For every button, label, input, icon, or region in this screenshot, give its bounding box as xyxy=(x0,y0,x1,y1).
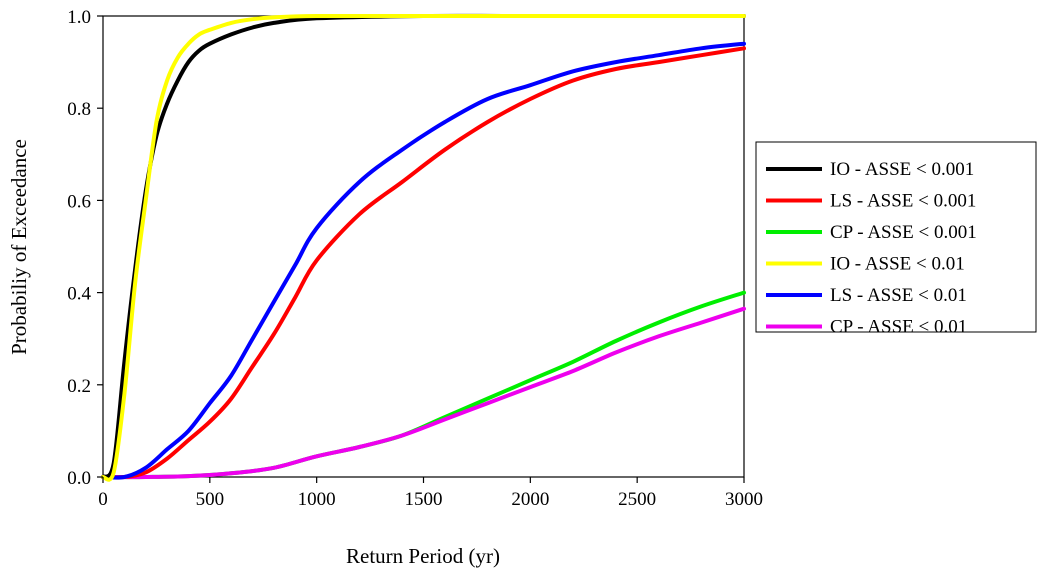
series-line-3 xyxy=(101,13,746,482)
x-tick-label: 2500 xyxy=(618,489,656,510)
y-tick-label: 0.2 xyxy=(67,376,91,397)
y-tick-label: 1.0 xyxy=(67,7,91,28)
series-line-5 xyxy=(101,306,746,480)
y-axis: 0.0 0.2 0.4 0.6 0.8 1.0 xyxy=(67,7,103,489)
legend: IO - ASSE < 0.001 LS - ASSE < 0.001 CP - A… xyxy=(755,141,1037,338)
series-layer xyxy=(101,13,746,482)
x-tick-label: 3000 xyxy=(725,489,763,510)
legend-label: CP - ASSE < 0.01 xyxy=(830,317,967,338)
y-tick-label: 0.0 xyxy=(67,468,91,489)
x-tick-label: 500 xyxy=(196,489,225,510)
legend-label: CP - ASSE < 0.001 xyxy=(830,222,977,243)
x-axis: 0 500 1000 1500 2000 2500 3000 xyxy=(98,477,763,510)
legend-label: IO - ASSE < 0.001 xyxy=(830,159,974,180)
x-tick-label: 0 xyxy=(98,489,108,510)
x-tick-label: 2000 xyxy=(511,489,549,510)
y-tick-label: 0.4 xyxy=(67,284,91,305)
x-axis-title: Return Period (yr) xyxy=(346,544,500,568)
y-tick-label: 0.6 xyxy=(67,191,91,212)
y-axis-title: Probabiliy of Exceedance xyxy=(7,139,31,355)
series-line-1 xyxy=(101,46,746,480)
y-tick-label: 0.8 xyxy=(67,99,91,120)
legend-box xyxy=(755,141,1037,333)
legend-label: LS - ASSE < 0.01 xyxy=(830,285,967,306)
x-tick-label: 1500 xyxy=(405,489,443,510)
series-line-4 xyxy=(101,41,746,480)
x-tick-label: 1000 xyxy=(298,489,336,510)
plot-area xyxy=(102,15,745,478)
legend-label: LS - ASSE < 0.001 xyxy=(830,191,976,212)
legend-label: IO - ASSE < 0.01 xyxy=(830,254,965,275)
